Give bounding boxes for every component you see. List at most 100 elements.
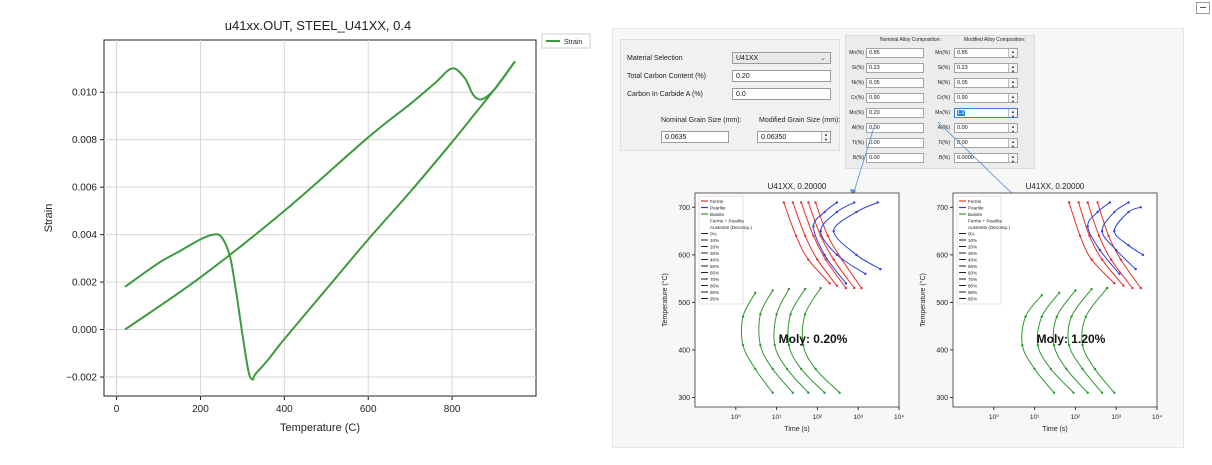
x-tick-label: 10⁴ <box>894 414 904 421</box>
pearlite-curve-point <box>1134 267 1137 271</box>
y-tick-label: 700 <box>936 205 948 212</box>
modified-grain-input[interactable]: 0.06350 ▲ ▼ <box>757 131 831 143</box>
nominal-element-input[interactable]: 0.00 <box>866 138 924 148</box>
pearlite-curve-point <box>879 267 882 271</box>
modified-element-input[interactable]: 0.90 ▲ ▼ <box>954 93 1018 104</box>
carbide-input[interactable]: 0.0 <box>732 88 831 100</box>
nominal-element-input[interactable]: 0.20 <box>866 108 924 118</box>
ttt-title: U41XX, 0.20000 <box>1026 182 1085 191</box>
modified-element-label: Si(%) <box>937 65 950 71</box>
bainite-curve-point <box>1057 291 1061 295</box>
modified-element-input[interactable]: 1.2 ▲ ▼ <box>954 108 1018 119</box>
grid <box>104 40 536 396</box>
bainite-curve-point <box>785 367 789 371</box>
ferrite-curve-point <box>799 201 803 204</box>
nominal-grain-input[interactable]: 0.0635 <box>661 131 729 143</box>
pearlite-curve-point <box>1086 225 1089 228</box>
nominal-element-label: Mo(%) <box>849 110 864 116</box>
modified-element-value: 1.2 <box>957 110 965 116</box>
ferrite-curve <box>815 202 862 289</box>
ferrite-curve-point <box>828 282 831 285</box>
ferrite-curve-point <box>807 201 810 204</box>
y-axis-label: Strain <box>43 204 55 233</box>
y-tick-label: 0.006 <box>72 183 97 194</box>
pearlite-curve-point <box>855 210 858 214</box>
ferrite-curve <box>1068 202 1115 284</box>
total-carbon-input[interactable]: 0.20 <box>732 70 831 82</box>
nominal-element-input[interactable]: 0.05 <box>866 78 924 88</box>
ferrite-curve <box>783 202 831 284</box>
modified-element-input[interactable]: 0.00 ▲ ▼ <box>954 138 1018 149</box>
ferrite-curve-point <box>1109 258 1113 261</box>
legend: Strain <box>541 33 591 49</box>
bainite-curve-point <box>823 391 826 394</box>
bainite-curve-point <box>791 391 795 394</box>
modified-composition-header: Modified Alloy Composition: <box>964 37 1026 43</box>
spin-arrows-icon[interactable]: ▲ ▼ <box>1008 154 1017 164</box>
ferrite-curve-point <box>1131 286 1134 290</box>
ferrite-curve-point <box>832 258 835 261</box>
legend-label: 0% <box>968 231 975 236</box>
bainite-curve-point <box>803 313 807 316</box>
ttt-chart-moly-120: U41XX, 0.20000 300 400 500 600 700 10⁰ 10¹ 10² 10… <box>919 182 1162 433</box>
modified-element-input[interactable]: 0.85 ▲ ▼ <box>954 48 1018 59</box>
bainite-curve-point <box>1024 315 1027 318</box>
bainite-curve-point <box>803 287 807 291</box>
spin-arrows-icon[interactable]: ▲ ▼ <box>1008 79 1017 89</box>
nominal-element-input[interactable]: 0.85 <box>866 48 924 58</box>
pearlite-curve-point <box>1115 248 1118 252</box>
ferrite-curve-point <box>812 234 815 237</box>
spin-arrows-icon[interactable]: ▲ ▼ <box>1008 139 1017 149</box>
y-tick-label: −0.002 <box>66 373 97 384</box>
bainite-curve-point <box>807 391 810 394</box>
legend-label: 0% <box>710 231 717 236</box>
nominal-element-label: Ni(%) <box>851 80 865 86</box>
legend-label: 90% <box>968 290 977 295</box>
pearlite-curve-point <box>1108 201 1112 204</box>
modified-element-input[interactable]: 0.23 ▲ ▼ <box>954 63 1018 74</box>
x-tick-label: 0 <box>114 404 120 415</box>
pearlite-curve-point <box>864 272 867 276</box>
x-tick-label: 400 <box>276 404 293 415</box>
y-tick-label: 300 <box>936 395 948 402</box>
modified-element-input[interactable]: 0.05 ▲ ▼ <box>954 78 1018 89</box>
chevron-down-icon[interactable]: ⌄ <box>820 55 826 62</box>
modified-grain-value: 0.06350 <box>761 134 787 141</box>
material-form: Material Selection U41XX ⌄ Total Carbon … <box>620 39 840 151</box>
bainite-curve-point <box>1072 391 1075 394</box>
y-tick-label: 700 <box>678 205 690 212</box>
bainite-curve-point <box>754 367 757 371</box>
ferrite-curve-point <box>844 286 848 290</box>
bainite-curve-point <box>775 313 778 316</box>
spin-arrows-icon[interactable]: ▲ ▼ <box>1008 94 1017 104</box>
minimize-icon[interactable] <box>1196 2 1210 14</box>
material-select[interactable]: U41XX ⌄ <box>732 52 831 64</box>
x-tick-label: 800 <box>444 404 461 415</box>
nominal-element-input[interactable]: 0.00 <box>866 123 924 133</box>
modified-element-input[interactable]: 0.0000 ▲ ▼ <box>954 153 1018 164</box>
ferrite-curve-point <box>1139 286 1142 290</box>
nominal-element-input[interactable]: 0.90 <box>866 93 924 103</box>
spin-arrows-icon[interactable]: ▲ ▼ <box>821 132 830 142</box>
modified-element-value: 0.00 <box>957 140 968 146</box>
moly-annotation: Moly: 0.20% <box>779 332 848 346</box>
x-tick-label: 200 <box>192 404 209 415</box>
nominal-element-input[interactable]: 0.00 <box>866 153 924 163</box>
spin-arrows-icon[interactable]: ▲ ▼ <box>1008 64 1017 74</box>
spin-arrows-icon[interactable]: ▲ ▼ <box>1008 124 1017 134</box>
pearlite-curve-point <box>832 229 835 233</box>
legend-label: Ferrite <box>710 199 724 204</box>
ferrite-curve-point <box>803 234 807 237</box>
pearlite-curve-point <box>1098 248 1102 252</box>
nominal-element-input[interactable]: 0.23 <box>866 63 924 73</box>
pearlite-curve-point <box>823 253 826 257</box>
spin-arrows-icon[interactable]: ▲ ▼ <box>1008 109 1017 119</box>
modified-element-input[interactable]: 0.00 ▲ ▼ <box>954 123 1018 134</box>
strain-chart-panel: u41xx.OUT, STEEL_U41XX, 0.4 0 200 400 600 80… <box>30 8 592 442</box>
bainite-curve-point <box>787 343 791 347</box>
nominal-element-label: B(%) <box>852 155 864 161</box>
spin-arrows-icon[interactable]: ▲ ▼ <box>1008 49 1017 59</box>
bainite-curve-point <box>1040 294 1043 297</box>
bainite-curve-point <box>1067 343 1071 347</box>
legend-label: 60% <box>968 270 977 275</box>
